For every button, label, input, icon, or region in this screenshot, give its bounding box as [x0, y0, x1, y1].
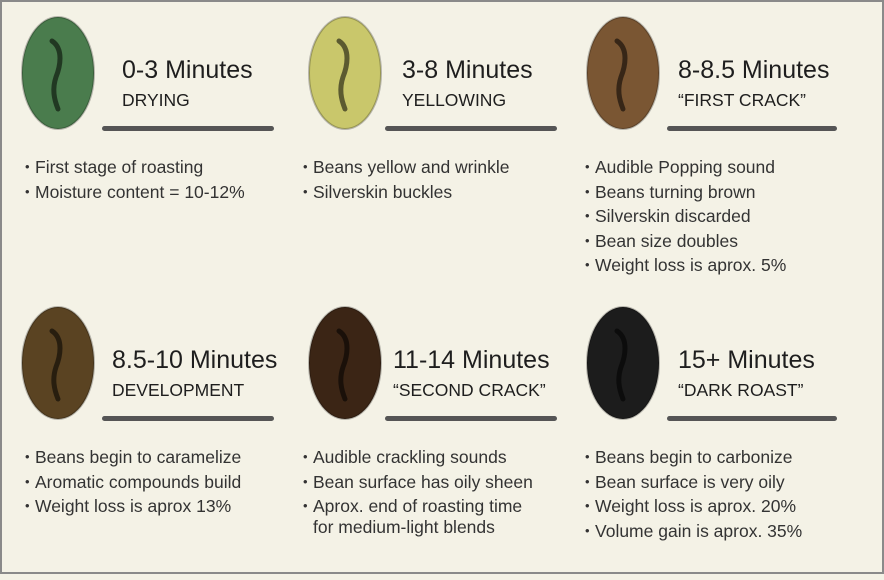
coffee-bean-icon: [308, 16, 382, 130]
bullet-item: Silverskin buckles: [303, 180, 510, 205]
stage-name: “DARK ROAST”: [678, 380, 804, 400]
bullet-item: Beans turning brown: [585, 180, 786, 205]
stage-card: 8.5-10 Minutes DEVELOPMENT Beans begin t…: [0, 290, 290, 580]
divider: [667, 416, 837, 421]
stage-time: 0-3 Minutes: [122, 56, 253, 84]
bullet-item: for medium-light blends: [313, 516, 495, 537]
bullet-item: First stage of roasting: [25, 155, 245, 180]
divider: [102, 126, 274, 131]
coffee-bean-icon: [21, 16, 95, 130]
stage-name: “FIRST CRACK”: [678, 90, 807, 110]
coffee-bean-icon: [308, 306, 382, 420]
bullet-item: Aromatic compounds build: [25, 470, 241, 495]
stage-card: 15+ Minutes “DARK ROAST” Beans begin to …: [575, 290, 865, 580]
stage-time: 8-8.5 Minutes: [678, 56, 830, 84]
divider: [385, 126, 557, 131]
stage-time: 15+ Minutes: [678, 346, 815, 374]
stage-card: 0-3 Minutes DRYING First stage of roasti…: [0, 0, 290, 290]
coffee-bean-icon: [21, 306, 95, 420]
stage-time: 3-8 Minutes: [402, 56, 533, 84]
bullet-item: Bean size doubles: [585, 229, 786, 254]
bullet-item: Silverskin discarded: [585, 204, 786, 229]
divider: [667, 126, 837, 131]
stage-time: 8.5-10 Minutes: [112, 346, 278, 374]
bullet-item: Audible crackling sounds: [303, 445, 533, 470]
bullet-item: Beans begin to caramelize: [25, 445, 241, 470]
bullet-item: Weight loss is aprox 13%: [25, 494, 241, 519]
bullet-item: Beans begin to carbonize: [585, 445, 802, 470]
bullet-item: Audible Popping sound: [585, 155, 786, 180]
stage-card: 3-8 Minutes YELLOWING Beans yellow and w…: [290, 0, 580, 290]
stage-name: “SECOND CRACK”: [393, 380, 546, 400]
stage-bullets: Beans yellow and wrinkleSilverskin buckl…: [303, 155, 510, 204]
stage-card: 11-14 Minutes “SECOND CRACK” Audible cra…: [290, 290, 580, 580]
stage-bullets: Audible Popping soundBeans turning brown…: [585, 155, 786, 278]
bullet-item: Beans yellow and wrinkle: [303, 155, 510, 180]
coffee-bean-icon: [586, 16, 660, 130]
stage-time: 11-14 Minutes: [393, 346, 550, 374]
stage-bullets: Beans begin to carbonizeBean surface is …: [585, 445, 802, 543]
divider: [385, 416, 557, 421]
bullet-item: Weight loss is aprox. 20%: [585, 494, 802, 519]
stage-bullets: Beans begin to caramelizeAromatic compou…: [25, 445, 241, 519]
bullet-item: Bean surface is very oily: [585, 470, 802, 495]
bullet-item: Aprox. end of roasting time: [303, 494, 533, 519]
bullet-item: Bean surface has oily sheen: [303, 470, 533, 495]
divider: [102, 416, 274, 421]
bullet-item: Moisture content = 10-12%: [25, 180, 245, 205]
stage-name: DRYING: [122, 90, 190, 110]
coffee-bean-icon: [586, 306, 660, 420]
stage-card: 8-8.5 Minutes “FIRST CRACK” Audible Popp…: [575, 0, 865, 290]
bullet-item: Weight loss is aprox. 5%: [585, 253, 786, 278]
bullet-item: Volume gain is aprox. 35%: [585, 519, 802, 544]
stage-name: YELLOWING: [402, 90, 507, 110]
stage-bullets: Audible crackling soundsBean surface has…: [303, 445, 533, 539]
stage-name: DEVELOPMENT: [112, 380, 245, 400]
stage-bullets: First stage of roastingMoisture content …: [25, 155, 245, 204]
